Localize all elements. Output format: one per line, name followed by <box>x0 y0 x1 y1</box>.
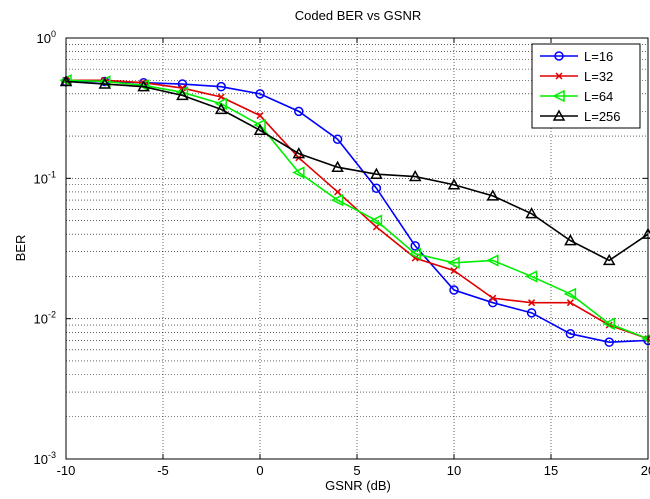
marker-x <box>217 93 225 101</box>
x-axis-label: GSNR (dB) <box>325 478 391 493</box>
marker-circle <box>526 308 537 318</box>
marker-x <box>334 188 342 196</box>
legend-box <box>531 43 641 129</box>
marker-triangle-up <box>214 102 228 115</box>
marker-triangle-left <box>292 166 305 179</box>
legend-entry-l-16: L=16 <box>540 49 613 64</box>
marker-triangle-left <box>214 97 227 110</box>
marker-circle <box>371 183 382 193</box>
marker-triangle-left <box>447 256 460 270</box>
y-tick-label: 10-1 <box>34 169 56 186</box>
marker-triangle-up <box>564 234 577 246</box>
grid <box>66 38 648 459</box>
marker-circle <box>565 329 576 339</box>
series-line-l-64 <box>65 79 649 340</box>
series-line-l-16 <box>66 80 649 343</box>
marker-triangle-left <box>602 317 615 330</box>
x-tick-label: 20 <box>641 463 650 478</box>
x-tick-label: -10 <box>57 463 76 478</box>
legend-label: L=32 <box>584 69 613 84</box>
series-l-256 <box>59 74 650 266</box>
marker-triangle-up <box>486 189 500 201</box>
marker-triangle-left <box>253 118 266 132</box>
marker-triangle-up <box>176 88 189 101</box>
marker-triangle-left <box>408 247 421 260</box>
marker-triangle-left <box>552 89 565 103</box>
y-tick-label: 10-3 <box>34 450 56 467</box>
series-layer <box>59 74 650 347</box>
marker-triangle-up <box>253 123 267 136</box>
legend-entry-l-32: L=32 <box>540 69 613 84</box>
legend-label: L=256 <box>584 109 621 124</box>
marker-circle <box>410 241 420 251</box>
chart-title: Coded BER vs GSNR <box>295 8 421 23</box>
marker-triangle-left <box>524 270 538 283</box>
x-tick-label: 0 <box>256 463 263 478</box>
marker-x <box>528 299 536 307</box>
legend-entry-l-64: L=64 <box>540 89 613 104</box>
x-tick-label: 15 <box>544 463 558 478</box>
marker-triangle-up <box>447 178 461 190</box>
ticks: -10 -5 0 5 10 15 20 100 10-1 10-2 10-3 <box>34 29 650 478</box>
marker-triangle-up <box>370 167 383 179</box>
x-tick-label: -5 <box>157 463 169 478</box>
marker-circle <box>294 106 304 117</box>
marker-triangle-up <box>602 253 616 266</box>
marker-triangle-left <box>563 287 577 301</box>
marker-triangle-up <box>292 147 306 159</box>
marker-triangle-up <box>525 207 538 219</box>
series-line-l-256 <box>65 80 649 262</box>
y-tick-label: 100 <box>37 29 56 46</box>
marker-triangle-up <box>331 160 344 172</box>
legend: L=16 L=32 L=64 L=256 <box>531 43 641 129</box>
marker-x <box>566 299 574 307</box>
marker-circle <box>554 51 564 61</box>
marker-x <box>489 294 497 302</box>
marker-triangle-left <box>330 193 344 207</box>
marker-triangle-up <box>137 80 150 92</box>
marker-circle <box>216 81 226 92</box>
legend-label: L=64 <box>584 89 613 104</box>
x-tick-label: 10 <box>447 463 461 478</box>
legend-label: L=16 <box>584 49 613 64</box>
marker-triangle-up <box>98 77 112 89</box>
x-tick-label: 5 <box>353 463 360 478</box>
marker-triangle-up <box>552 109 566 121</box>
marker-circle <box>255 89 265 99</box>
marker-x <box>411 254 419 262</box>
marker-x <box>256 112 264 120</box>
marker-x <box>555 72 563 80</box>
y-axis-label: BER <box>13 235 28 262</box>
marker-circle <box>604 337 614 347</box>
marker-triangle-left <box>369 214 383 227</box>
y-tick-label: 10-2 <box>34 310 56 327</box>
marker-x <box>450 267 458 275</box>
marker-x <box>372 223 380 231</box>
legend-entry-l-256: L=256 <box>540 109 621 124</box>
marker-triangle-left <box>486 254 499 267</box>
marker-circle <box>449 285 459 295</box>
marker-circle <box>332 134 343 144</box>
marker-triangle-up <box>408 169 422 182</box>
